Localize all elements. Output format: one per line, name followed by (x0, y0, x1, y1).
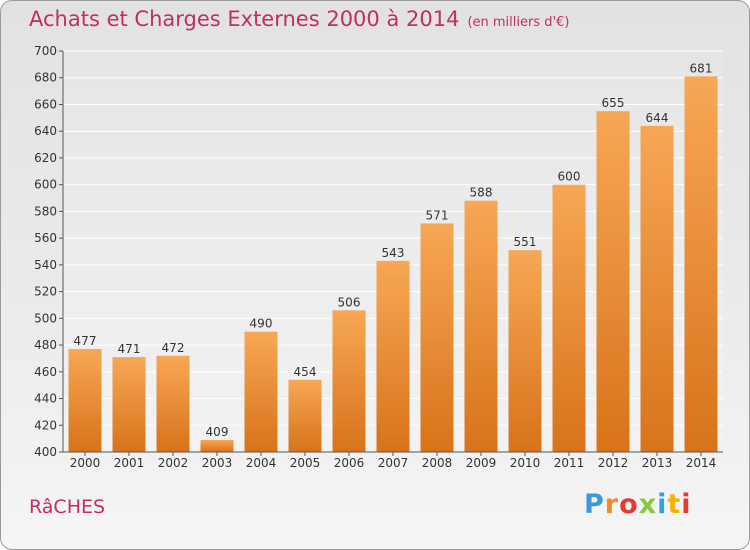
value-label: 681 (690, 61, 713, 75)
chart-title-text: Achats et Charges Externes 2000 à 2014 (29, 7, 460, 31)
value-label: 600 (558, 170, 581, 184)
bar (376, 260, 410, 452)
x-tick-label: 2013 (642, 456, 673, 470)
logo-letter: P (584, 489, 605, 520)
logo-letter: r (604, 489, 620, 520)
x-tick-label: 2011 (554, 456, 585, 470)
commune-name: RâCHES (29, 496, 106, 518)
y-tick-label: 480 (34, 338, 57, 352)
value-labels: 477 471 472 409 490 454 506 543 571 588 551 600 655 6… (74, 61, 713, 439)
x-tick-label: 2001 (114, 456, 145, 470)
x-tick-label: 2014 (686, 456, 717, 470)
y-tick-label: 460 (34, 365, 57, 379)
y-tick-label: 640 (34, 124, 57, 138)
value-label: 477 (74, 334, 97, 348)
y-tick-label: 560 (34, 231, 57, 245)
bar (288, 379, 322, 452)
axes: 400 420 440 460 480 500 520 540 560 580 600 620 640 6… (34, 44, 723, 470)
logo-letter: t (667, 489, 682, 520)
value-label: 571 (426, 208, 449, 222)
x-tick-label: 2008 (422, 456, 453, 470)
value-label: 644 (646, 111, 669, 125)
logo-letter: i (681, 489, 692, 520)
x-tick-label: 2007 (378, 456, 409, 470)
x-tick-label: 2005 (290, 456, 321, 470)
y-tick-label: 700 (34, 44, 57, 58)
value-label: 655 (602, 96, 625, 110)
x-tick-label: 2010 (510, 456, 541, 470)
y-tick-label: 680 (34, 71, 57, 85)
y-tick-label: 580 (34, 204, 57, 218)
value-label: 543 (382, 246, 405, 260)
value-label: 506 (338, 295, 361, 309)
x-tick-label: 2003 (202, 456, 233, 470)
bar (552, 184, 586, 452)
bar (112, 357, 146, 452)
x-tick-label: 2006 (334, 456, 365, 470)
value-label: 472 (162, 341, 185, 355)
bar (596, 111, 630, 453)
y-tick-label: 660 (34, 97, 57, 111)
x-tick-label: 2000 (70, 456, 101, 470)
value-label: 490 (250, 317, 273, 331)
value-label: 471 (118, 342, 141, 356)
chart-title: Achats et Charges Externes 2000 à 2014 (e… (29, 7, 569, 31)
x-tick-label: 2009 (466, 456, 497, 470)
y-tick-label: 540 (34, 258, 57, 272)
value-label: 454 (294, 365, 317, 379)
bar (420, 223, 454, 452)
bar (684, 76, 718, 452)
y-tick-label: 520 (34, 285, 57, 299)
x-tick-label: 2004 (246, 456, 277, 470)
proxiti-logo: Proxiti (584, 489, 692, 520)
value-label: 551 (514, 235, 537, 249)
x-tick-label: 2002 (158, 456, 189, 470)
logo-letter: o (619, 489, 639, 520)
x-tick-label: 2012 (598, 456, 629, 470)
bar (464, 200, 498, 452)
value-label: 409 (206, 425, 229, 439)
y-tick-label: 440 (34, 392, 57, 406)
bar (156, 355, 190, 452)
bar (640, 125, 674, 452)
y-tick-label: 620 (34, 151, 57, 165)
bar (244, 331, 278, 452)
logo-letter: i (657, 489, 668, 520)
y-tick-label: 400 (34, 445, 57, 459)
value-label: 588 (470, 186, 493, 200)
y-tick-label: 500 (34, 311, 57, 325)
y-tick-label: 420 (34, 418, 57, 432)
bar (200, 439, 234, 452)
bar (332, 310, 366, 452)
chart-unit: (en milliers d'€) (467, 15, 570, 30)
y-tick-label: 600 (34, 178, 57, 192)
logo-letter: x (638, 489, 658, 520)
bar (68, 349, 102, 452)
bars (68, 76, 718, 453)
bar (508, 250, 542, 452)
